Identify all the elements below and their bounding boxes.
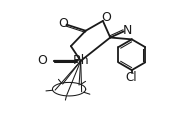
Text: Rh: Rh [73,54,90,67]
Text: Cl: Cl [125,71,137,84]
Text: N: N [123,24,132,37]
Text: O: O [58,17,68,31]
Text: O: O [101,11,111,24]
Text: O: O [37,54,47,67]
